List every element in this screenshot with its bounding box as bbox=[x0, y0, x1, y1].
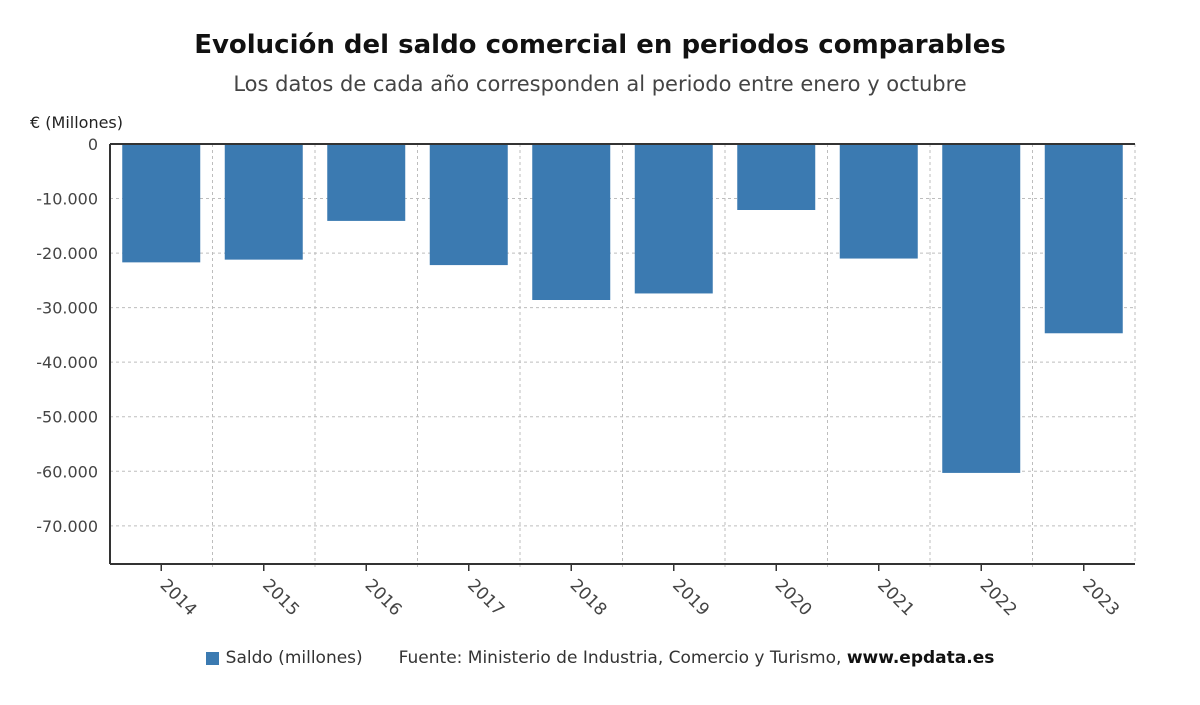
x-tick-label: 2022 bbox=[976, 575, 1021, 620]
y-tick-label: 0 bbox=[88, 135, 98, 154]
bar bbox=[122, 144, 201, 263]
bar bbox=[942, 144, 1021, 473]
x-tick-label: 2023 bbox=[1078, 575, 1123, 620]
bar bbox=[224, 144, 303, 260]
x-tick-label: 2021 bbox=[873, 575, 918, 620]
x-tick-label: 2018 bbox=[566, 575, 611, 620]
bar bbox=[429, 144, 508, 266]
x-tick-label: 2015 bbox=[258, 575, 303, 620]
chart-footer: Saldo (millones) Fuente: Ministerio de I… bbox=[0, 648, 1200, 668]
y-tick-label: -30.000 bbox=[36, 299, 98, 318]
bar bbox=[1044, 144, 1123, 334]
legend-label: Saldo (millones) bbox=[225, 648, 363, 668]
y-tick-label: -40.000 bbox=[36, 353, 98, 372]
bar-chart: 0 -10.000 -20.000 -30.000 -40.000 -50.000 -60.… bbox=[36, 135, 1136, 620]
x-tick-label: 2019 bbox=[668, 575, 713, 620]
bar bbox=[634, 144, 713, 294]
x-tick-label: 2017 bbox=[463, 575, 508, 620]
legend: Saldo (millones) bbox=[205, 648, 363, 668]
source-note: Fuente: Ministerio de Industria, Comerci… bbox=[399, 648, 995, 668]
y-tick-label: -20.000 bbox=[36, 244, 98, 263]
source-site: www.epdata.es bbox=[846, 648, 995, 668]
bar bbox=[737, 144, 816, 210]
legend-swatch bbox=[205, 651, 219, 665]
y-tick-label: -50.000 bbox=[36, 408, 98, 427]
bar bbox=[327, 144, 406, 221]
x-tick-label: 2014 bbox=[156, 575, 201, 620]
y-axis-unit-label: € (Millones) bbox=[30, 113, 123, 132]
y-tick-label: -70.000 bbox=[36, 517, 98, 536]
chart-subtitle: Los datos de cada año corresponden al pe… bbox=[233, 72, 967, 96]
chart-title: Evolución del saldo comercial en periodo… bbox=[194, 30, 1006, 60]
source-text: Fuente: Ministerio de Industria, Comerci… bbox=[398, 648, 847, 668]
bar bbox=[839, 144, 918, 259]
x-tick-label: 2020 bbox=[771, 575, 816, 620]
x-tick-label: 2016 bbox=[361, 575, 406, 620]
bar bbox=[532, 144, 611, 300]
y-tick-label: -10.000 bbox=[36, 190, 98, 209]
y-tick-label: -60.000 bbox=[36, 462, 98, 481]
